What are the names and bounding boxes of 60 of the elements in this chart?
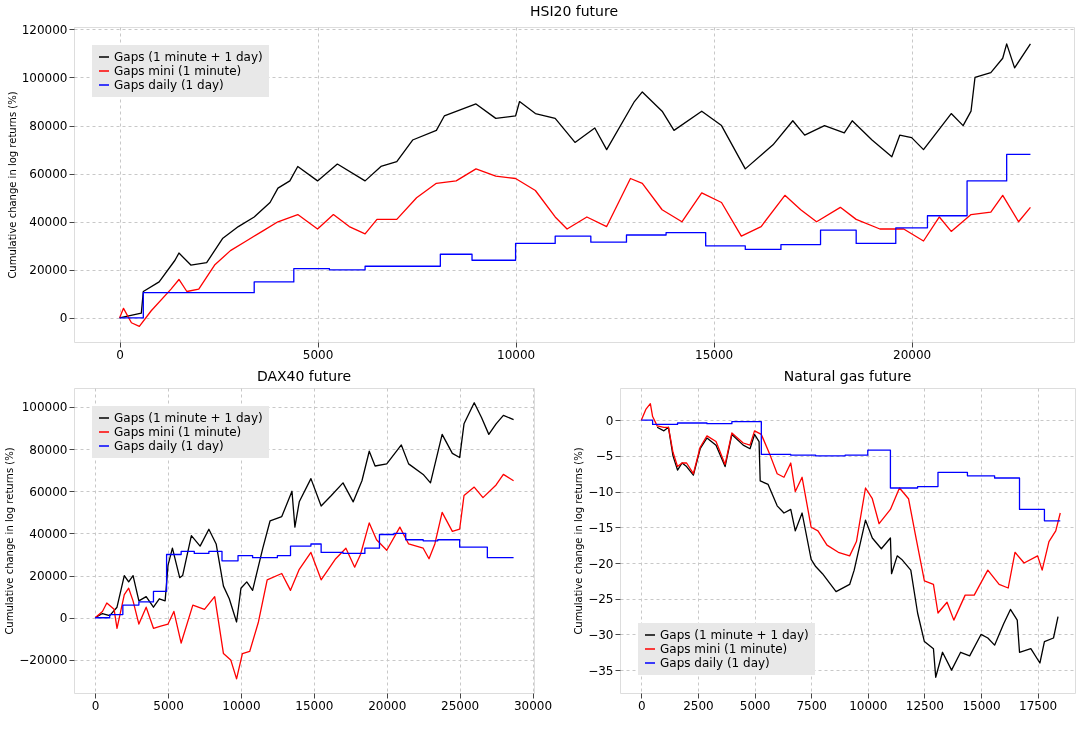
y-tick-label: 80000 (29, 119, 68, 134)
y-axis-title: Cumulative change in log returns (%) (4, 447, 16, 635)
x-tick-label: 5000 (739, 698, 771, 713)
legend-label: Gaps daily (1 day) (660, 656, 770, 670)
y-tick-label: 20000 (29, 263, 68, 278)
y-tick-label: 0 (605, 413, 614, 428)
x-tick-label: 2500 (683, 698, 714, 713)
legend-label: Gaps mini (1 minute) (114, 64, 242, 78)
chart-title: HSI20 future (529, 3, 619, 20)
y-tick-label: 60000 (29, 167, 68, 182)
x-tick-label: 10000 (496, 347, 536, 362)
y-tick-label: −35 (588, 663, 614, 678)
y-tick-label: 100000 (21, 400, 68, 415)
x-tick-label: 10000 (849, 698, 888, 713)
x-tick-label: 5000 (153, 698, 184, 713)
chart-title: Natural gas future (783, 368, 912, 384)
line-series (640, 403, 1061, 621)
y-tick-label: 0 (59, 611, 68, 626)
x-tick-label: 25000 (441, 698, 480, 713)
chart-title: DAX40 future (256, 368, 352, 384)
x-tick-label: 0 (116, 347, 124, 362)
x-tick-label: 10000 (222, 698, 261, 713)
legend-label: Gaps daily (1 day) (114, 78, 224, 92)
legend-label: Gaps mini (1 minute) (660, 642, 788, 656)
y-axis-title: Cumulative change in log returns (%) (6, 91, 18, 279)
y-tick-label: −20000 (19, 653, 68, 668)
legend-label: Gaps (1 minute + 1 day) (660, 628, 809, 642)
x-tick-label: 15000 (695, 347, 734, 362)
y-tick-label: 0 (59, 311, 68, 326)
y-tick-label: −15 (588, 520, 614, 535)
y-tick-label: −10 (588, 485, 614, 500)
y-tick-label: 60000 (29, 484, 68, 499)
x-tick-label: 0 (91, 698, 100, 713)
x-tick-label: 0 (637, 698, 646, 713)
x-tick-label: 7500 (796, 698, 827, 713)
legend-label: Gaps (1 minute + 1 day) (114, 411, 263, 425)
y-tick-label: 80000 (29, 442, 68, 457)
y-tick-label: −20 (588, 556, 614, 571)
x-tick-label: 17500 (1019, 698, 1058, 713)
x-tick-label: 5000 (302, 347, 334, 362)
y-tick-label: −25 (588, 592, 614, 607)
x-tick-label: 15000 (962, 698, 1001, 713)
legend-label: Gaps mini (1 minute) (114, 425, 242, 439)
x-tick-label: 20000 (368, 698, 407, 713)
y-tick-label: 100000 (21, 71, 68, 85)
line-series (94, 473, 515, 680)
y-tick-label: 40000 (29, 526, 68, 541)
legend-label: Gaps daily (1 day) (114, 439, 224, 453)
legend-label: Gaps (1 minute + 1 day) (114, 50, 263, 64)
x-tick-label: 15000 (295, 698, 334, 713)
y-tick-label: −5 (595, 449, 614, 464)
y-tick-label: 40000 (29, 215, 68, 230)
y-tick-label: 120000 (21, 22, 68, 37)
x-tick-label: 12500 (905, 698, 944, 713)
x-tick-label: 20000 (893, 347, 932, 362)
y-tick-label: 20000 (29, 569, 68, 584)
x-tick-label: 30000 (513, 698, 553, 713)
y-tick-label: −30 (588, 627, 614, 642)
line-series (656, 426, 1059, 678)
y-axis-title: Cumulative change in log returns (%) (573, 447, 585, 635)
